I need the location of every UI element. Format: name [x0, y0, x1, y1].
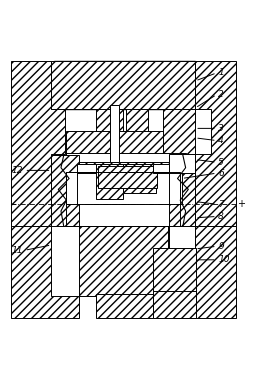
Polygon shape	[11, 226, 96, 318]
Polygon shape	[153, 226, 236, 318]
Bar	[153, 248, 196, 296]
Text: 3: 3	[218, 124, 224, 133]
Bar	[96, 294, 153, 318]
Text: 8: 8	[218, 212, 224, 221]
Bar	[163, 109, 195, 154]
Polygon shape	[51, 156, 79, 226]
Text: 6: 6	[218, 168, 224, 177]
Polygon shape	[169, 154, 195, 173]
Text: 11: 11	[12, 246, 23, 255]
Bar	[96, 108, 123, 153]
Bar	[96, 164, 123, 199]
Polygon shape	[153, 164, 169, 173]
Text: 12: 12	[12, 166, 23, 175]
Bar	[98, 166, 157, 188]
Text: 5: 5	[218, 158, 224, 167]
Bar	[123, 164, 156, 193]
Bar	[66, 153, 186, 162]
Bar	[126, 108, 148, 146]
Bar	[153, 291, 196, 318]
Text: 10: 10	[218, 255, 230, 264]
Bar	[79, 226, 168, 296]
Text: 4: 4	[218, 136, 224, 145]
Bar	[66, 131, 186, 164]
Text: 9: 9	[218, 242, 224, 251]
Bar	[54, 61, 195, 109]
Bar	[110, 105, 119, 162]
Polygon shape	[169, 156, 195, 226]
Polygon shape	[11, 61, 65, 226]
Bar	[77, 172, 169, 204]
Text: +: +	[237, 199, 245, 209]
Bar	[51, 61, 195, 109]
Text: 7: 7	[218, 200, 224, 209]
Polygon shape	[195, 61, 236, 226]
Text: –: –	[11, 199, 17, 209]
Text: 1: 1	[218, 68, 224, 77]
Text: 2: 2	[218, 90, 224, 99]
Polygon shape	[77, 164, 96, 173]
Bar	[66, 172, 180, 226]
